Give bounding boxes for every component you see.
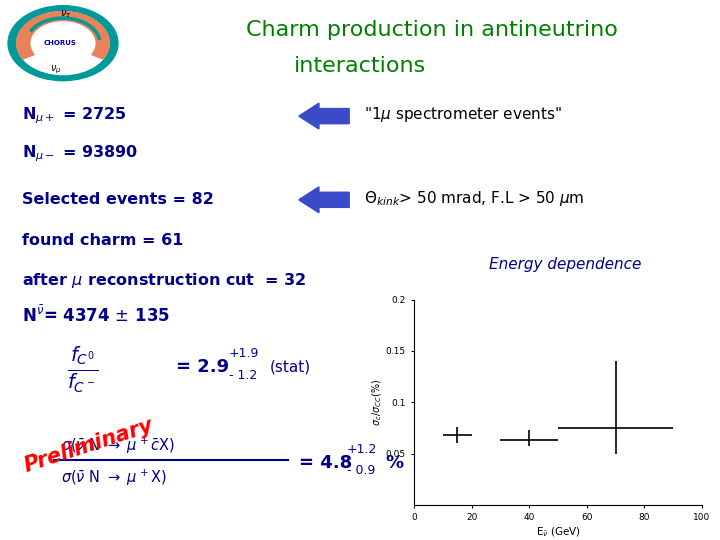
Ellipse shape xyxy=(8,6,118,80)
Text: +1.9: +1.9 xyxy=(229,347,259,360)
Text: "1$\mu$ spectrometer events": "1$\mu$ spectrometer events" xyxy=(364,105,562,124)
Text: N$_{\mu-}$ = 93890: N$_{\mu-}$ = 93890 xyxy=(22,144,138,164)
Text: after $\mu$ reconstruction cut  = 32: after $\mu$ reconstruction cut = 32 xyxy=(22,271,306,291)
Text: $\nu_\mu$: $\nu_\mu$ xyxy=(50,63,62,76)
FancyArrow shape xyxy=(299,103,349,129)
Text: $\sigma(\bar{\nu}$ N $\rightarrow$ $\mu^+\bar{c}$X): $\sigma(\bar{\nu}$ N $\rightarrow$ $\mu^… xyxy=(61,435,175,456)
Text: $\frac{f_{C^0}}{f_{C^-}}$: $\frac{f_{C^0}}{f_{C^-}}$ xyxy=(67,345,99,395)
FancyArrow shape xyxy=(299,187,349,213)
Text: found charm = 61: found charm = 61 xyxy=(22,233,183,248)
X-axis label: E$_{\bar{\nu}}$ (GeV): E$_{\bar{\nu}}$ (GeV) xyxy=(536,525,580,538)
Text: interactions: interactions xyxy=(294,56,426,76)
Text: Charm production in antineutrino: Charm production in antineutrino xyxy=(246,19,618,40)
Text: - 0.9: - 0.9 xyxy=(347,464,375,477)
Text: $\nu_\tau$: $\nu_\tau$ xyxy=(60,8,72,20)
Text: CHORUS: CHORUS xyxy=(44,40,76,46)
Text: +1.2: +1.2 xyxy=(347,443,377,456)
Text: - 1.2: - 1.2 xyxy=(229,369,257,382)
Text: Energy dependence: Energy dependence xyxy=(489,257,642,272)
Text: N$^{\bar{\nu}}$= 4374 $\pm$ 135: N$^{\bar{\nu}}$= 4374 $\pm$ 135 xyxy=(22,306,170,326)
Text: $\sigma(\bar{\nu}$ N $\rightarrow$ $\mu^+$X): $\sigma(\bar{\nu}$ N $\rightarrow$ $\mu^… xyxy=(61,468,166,488)
Text: Preliminary: Preliminary xyxy=(22,415,156,476)
Text: Selected events = 82: Selected events = 82 xyxy=(22,192,213,207)
Text: %: % xyxy=(385,454,403,472)
Text: (stat): (stat) xyxy=(270,360,311,375)
Text: = 2.9: = 2.9 xyxy=(176,358,230,376)
Text: = 4.8: = 4.8 xyxy=(299,454,352,472)
Wedge shape xyxy=(17,11,109,59)
Text: $\Theta_{kink}$> 50 mrad, F.L > 50 $\mu$m: $\Theta_{kink}$> 50 mrad, F.L > 50 $\mu$… xyxy=(364,188,584,208)
Text: N$_{\mu+}$ = 2725: N$_{\mu+}$ = 2725 xyxy=(22,106,127,126)
Y-axis label: $\sigma_c$/$\sigma_{CC}$(%): $\sigma_c$/$\sigma_{CC}$(%) xyxy=(371,379,384,426)
Ellipse shape xyxy=(17,12,109,75)
